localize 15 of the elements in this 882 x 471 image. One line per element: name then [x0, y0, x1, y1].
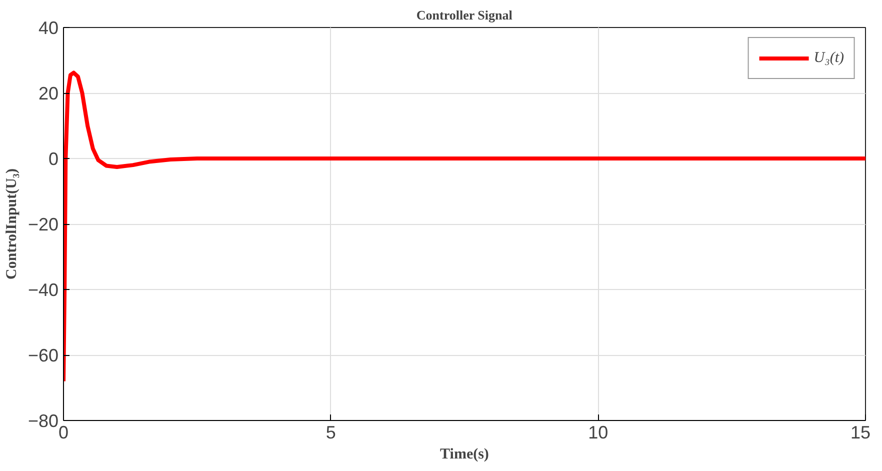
chart-title: Controller Signal	[416, 8, 513, 22]
y-tick-label: −20	[28, 214, 59, 234]
y-tick-label: 40	[38, 18, 59, 38]
y-tick-label: 20	[38, 84, 59, 104]
y-tick-label: −80	[28, 411, 59, 431]
y-axis-title: ControlInput(U₃)	[4, 168, 20, 280]
x-tick-label: 15	[850, 422, 871, 442]
x-axis-title: Time(s)	[440, 446, 489, 462]
x-tick-label: 10	[588, 422, 608, 442]
y-tick-label: 0	[48, 149, 59, 169]
y-tick-label: −60	[28, 346, 59, 366]
legend-label: U₃(t)	[814, 50, 844, 66]
line-series	[64, 70, 866, 384]
x-tick-label: 5	[326, 422, 336, 442]
y-tick-label: −40	[28, 280, 59, 300]
